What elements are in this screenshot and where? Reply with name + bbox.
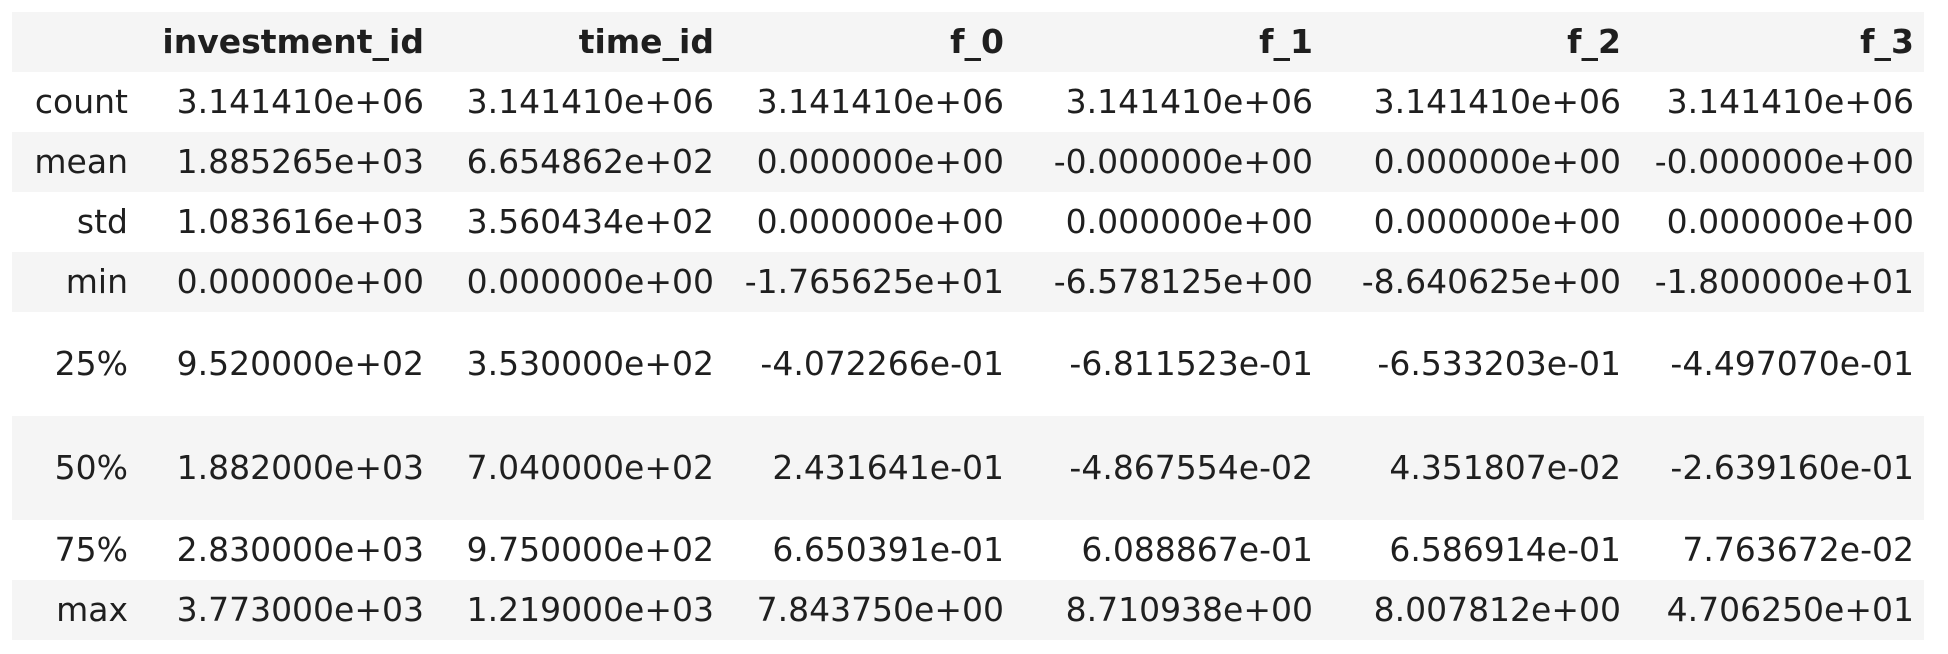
dataframe-output: investment_id time_id f_0 f_1 f_2 f_3 co… bbox=[12, 12, 1924, 640]
table-cell: -0.000000e+00 bbox=[1053, 142, 1313, 181]
table-cell: -1.800000e+01 bbox=[1654, 262, 1914, 301]
table-cell: 4.706250e+01 bbox=[1666, 590, 1914, 629]
table-cell: 6.586914e-01 bbox=[1389, 530, 1621, 569]
table-cell: 0.000000e+00 bbox=[466, 262, 714, 301]
table-cell: 9.520000e+02 bbox=[176, 344, 424, 383]
row-label: 25% bbox=[54, 344, 128, 383]
header-row: investment_id time_id f_0 f_1 f_2 f_3 bbox=[12, 12, 1924, 72]
row-label: 50% bbox=[54, 448, 128, 487]
table-cell: 7.763672e-02 bbox=[1682, 530, 1914, 569]
table-row: min 0.000000e+00 0.000000e+00 -1.765625e… bbox=[12, 252, 1924, 312]
column-header-f-2: f_2 bbox=[1567, 22, 1621, 61]
table-row: 75% 2.830000e+03 9.750000e+02 6.650391e-… bbox=[12, 520, 1924, 580]
table-cell: 1.083616e+03 bbox=[176, 202, 424, 241]
table-cell: 2.431641e-01 bbox=[772, 448, 1004, 487]
table-row: 50% 1.882000e+03 7.040000e+02 2.431641e-… bbox=[12, 416, 1924, 520]
row-label: std bbox=[76, 202, 128, 241]
table-cell: 6.088867e-01 bbox=[1081, 530, 1313, 569]
table-cell: 9.750000e+02 bbox=[466, 530, 714, 569]
index-header bbox=[12, 12, 138, 72]
table-cell: 0.000000e+00 bbox=[1373, 142, 1621, 181]
table-cell: 4.351807e-02 bbox=[1389, 448, 1621, 487]
table-cell: 6.654862e+02 bbox=[466, 142, 714, 181]
table-cell: 1.882000e+03 bbox=[176, 448, 424, 487]
column-header-f-1: f_1 bbox=[1259, 22, 1313, 61]
table-cell: -1.765625e+01 bbox=[744, 262, 1004, 301]
table-cell: 6.650391e-01 bbox=[772, 530, 1004, 569]
table-cell: -6.578125e+00 bbox=[1053, 262, 1313, 301]
table-cell: 3.141410e+06 bbox=[756, 82, 1004, 121]
table-cell: -8.640625e+00 bbox=[1361, 262, 1621, 301]
table-cell: 3.773000e+03 bbox=[176, 590, 424, 629]
column-header-f-0: f_0 bbox=[950, 22, 1004, 61]
table-cell: -4.072266e-01 bbox=[760, 344, 1004, 383]
table-row: 25% 9.520000e+02 3.530000e+02 -4.072266e… bbox=[12, 312, 1924, 416]
table-cell: 2.830000e+03 bbox=[176, 530, 424, 569]
table-cell: -6.811523e-01 bbox=[1069, 344, 1313, 383]
table-row: std 1.083616e+03 3.560434e+02 0.000000e+… bbox=[12, 192, 1924, 252]
table-cell: 3.141410e+06 bbox=[1373, 82, 1621, 121]
row-label: max bbox=[56, 590, 128, 629]
table-cell: 3.141410e+06 bbox=[466, 82, 714, 121]
table-row: count 3.141410e+06 3.141410e+06 3.141410… bbox=[12, 72, 1924, 132]
table-cell: 0.000000e+00 bbox=[1373, 202, 1621, 241]
column-header-investment-id: investment_id bbox=[162, 22, 424, 61]
table-cell: 8.007812e+00 bbox=[1373, 590, 1621, 629]
table-cell: 3.141410e+06 bbox=[1065, 82, 1313, 121]
table-cell: -0.000000e+00 bbox=[1654, 142, 1914, 181]
table-cell: 0.000000e+00 bbox=[176, 262, 424, 301]
table-cell: 1.885265e+03 bbox=[176, 142, 424, 181]
table-cell: 3.530000e+02 bbox=[466, 344, 714, 383]
table-cell: -4.867554e-02 bbox=[1069, 448, 1313, 487]
column-header-f-3: f_3 bbox=[1860, 22, 1914, 61]
table-cell: -2.639160e-01 bbox=[1670, 448, 1914, 487]
row-label: min bbox=[65, 262, 128, 301]
table-cell: 1.219000e+03 bbox=[466, 590, 714, 629]
table-cell: 0.000000e+00 bbox=[1065, 202, 1313, 241]
table-cell: 3.141410e+06 bbox=[1666, 82, 1914, 121]
describe-table: investment_id time_id f_0 f_1 f_2 f_3 co… bbox=[12, 12, 1924, 640]
table-cell: 3.141410e+06 bbox=[176, 82, 424, 121]
table-cell: 8.710938e+00 bbox=[1065, 590, 1313, 629]
table-cell: 0.000000e+00 bbox=[756, 142, 1004, 181]
table-cell: 7.843750e+00 bbox=[756, 590, 1004, 629]
table-cell: 3.560434e+02 bbox=[466, 202, 714, 241]
row-label: count bbox=[34, 82, 128, 121]
table-row: mean 1.885265e+03 6.654862e+02 0.000000e… bbox=[12, 132, 1924, 192]
table-row: max 3.773000e+03 1.219000e+03 7.843750e+… bbox=[12, 580, 1924, 640]
table-cell: 7.040000e+02 bbox=[466, 448, 714, 487]
table-cell: 0.000000e+00 bbox=[756, 202, 1004, 241]
row-label: 75% bbox=[54, 530, 128, 569]
table-cell: -6.533203e-01 bbox=[1377, 344, 1621, 383]
table-cell: -4.497070e-01 bbox=[1670, 344, 1914, 383]
column-header-time-id: time_id bbox=[578, 22, 714, 61]
table-cell: 0.000000e+00 bbox=[1666, 202, 1914, 241]
row-label: mean bbox=[34, 142, 128, 181]
